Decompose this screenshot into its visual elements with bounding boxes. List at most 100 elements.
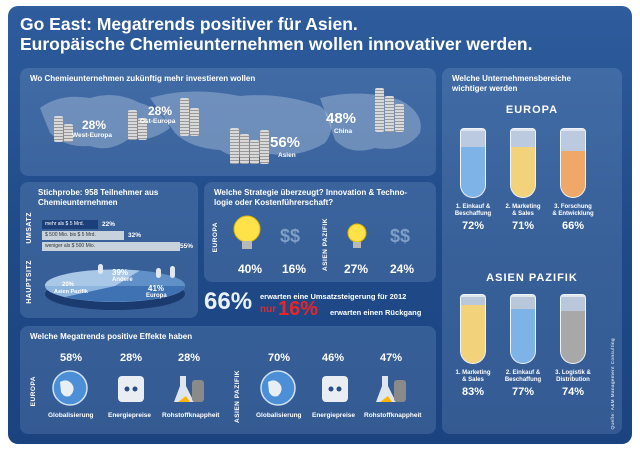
area-label-line-1: 3. Forschung bbox=[554, 204, 592, 210]
invest-west-label: West-Europa bbox=[72, 132, 112, 139]
mt-europa-rohstoff-label: Rohstoffknappheit bbox=[162, 412, 220, 419]
sample-panel: Stichprobe: 958 Teilnehmer aus Chemieunt… bbox=[20, 182, 198, 318]
sample-title-1: Stichprobe: 958 Teilnehmer aus bbox=[38, 188, 159, 197]
coin-stack-icon bbox=[395, 104, 404, 132]
test-tube-fill bbox=[561, 151, 585, 197]
area-label-line-1: 1. Einkauf & bbox=[455, 204, 491, 210]
mt-europa-rohstoff-pct: 28% bbox=[178, 352, 201, 364]
pie-europa-label: Europa bbox=[146, 293, 167, 299]
test-tube bbox=[560, 294, 586, 364]
area-pct: 71% bbox=[511, 220, 535, 232]
forecast-text-2: erwarten einen Rückgang bbox=[330, 308, 422, 317]
area-pct: 77% bbox=[511, 386, 535, 398]
mt-asien-glob-label: Globalisierung bbox=[256, 412, 302, 419]
area-label-line-2: Beschaffung bbox=[504, 377, 542, 383]
coin-stack-icon bbox=[250, 140, 259, 164]
area-label-line-2: Distribution bbox=[556, 377, 590, 383]
test-tube-fill bbox=[511, 309, 535, 363]
strategy-asien-label-1: ASIEN bbox=[322, 248, 329, 271]
invest-asia-pct: 56% bbox=[270, 134, 301, 151]
test-tube-rim bbox=[561, 295, 585, 297]
strategy-asien-label-2: PAZIFIK bbox=[322, 218, 329, 247]
area-label-line-1: 2. Einkauf & bbox=[505, 370, 541, 376]
plug-icon bbox=[322, 376, 348, 402]
test-tube-fill bbox=[461, 147, 485, 197]
pie-europa-value: 41% bbox=[148, 284, 165, 293]
area-pct: 83% bbox=[461, 386, 485, 398]
area-label-line-1: 1. Marketing bbox=[455, 370, 491, 376]
flask-icon bbox=[174, 376, 204, 402]
flask-icon bbox=[376, 376, 406, 402]
area-label-line-1: 3. Logistik & bbox=[555, 370, 591, 376]
invest-east-pct: 28% bbox=[148, 104, 173, 118]
person-icon bbox=[98, 264, 103, 274]
test-tube-rim bbox=[461, 295, 485, 297]
test-tube bbox=[510, 294, 536, 364]
mt-europa-glob-pct: 58% bbox=[60, 352, 83, 364]
areas-asien-heading: ASIEN PAZIFIK bbox=[486, 272, 578, 284]
megatrends-europa-label: EUROPA bbox=[30, 376, 37, 407]
test-tube-fill bbox=[461, 305, 485, 363]
infographic: Go East: Megatrends positiver für Asien.… bbox=[8, 6, 632, 444]
megatrends-asien-label: ASIEN PAZIFIK bbox=[234, 370, 241, 423]
invest-west-pct: 28% bbox=[82, 118, 107, 132]
test-tube-fill bbox=[511, 147, 535, 197]
coin-stack-icon bbox=[190, 108, 199, 136]
coin-stack-icon bbox=[138, 118, 147, 140]
strategy-asien-label: ASIEN PAZIFIK bbox=[322, 218, 329, 271]
invest-east-label: Ost-Europa bbox=[140, 118, 176, 125]
umsatz-bar-3: weniger als $ 500 Mio. bbox=[42, 242, 180, 251]
mt-europa-energie-label: Energiepreise bbox=[108, 412, 151, 419]
area-pct: 66% bbox=[561, 220, 585, 232]
test-tube-rim bbox=[461, 129, 485, 131]
dollar-icon: $$ bbox=[390, 226, 411, 246]
forecast-big-pct: 66% bbox=[204, 288, 253, 315]
test-tube-rim bbox=[511, 295, 535, 297]
areas-title-1: Welche Unternehmensbereiche bbox=[452, 74, 572, 83]
person-icon bbox=[170, 266, 175, 278]
plug-icon bbox=[118, 376, 144, 402]
title-line-2: Europäische Chemieunternehmen wollen inn… bbox=[20, 34, 533, 54]
strategy-asien-innovation: 27% bbox=[344, 262, 369, 276]
lightbulb-icon bbox=[347, 223, 367, 248]
mt-asien-rohstoff-pct: 47% bbox=[380, 352, 403, 364]
sample-title-2: Chemieunternehmen bbox=[38, 198, 118, 207]
strategy-panel: Welche Strategie überzeugt? Innovation &… bbox=[204, 182, 436, 282]
title-line-1: Go East: Megatrends positiver für Asien. bbox=[20, 14, 358, 34]
mt-asien-glob-pct: 70% bbox=[268, 352, 291, 364]
coin-stack-icon bbox=[54, 116, 63, 142]
pie-asien-value: 20% bbox=[62, 282, 75, 288]
invest-china-pct: 48% bbox=[326, 110, 357, 127]
umsatz-bar-1: mehr als $ 5 Mrd. bbox=[42, 220, 98, 229]
strategy-title-2: logie oder Kostenführerschaft? bbox=[214, 198, 334, 207]
strategy-europa-innovation: 40% bbox=[238, 262, 263, 276]
strategy-europa-label: EUROPA bbox=[212, 222, 219, 253]
umsatz-bar-1-value: 22% bbox=[102, 221, 116, 228]
forecast-red-pct: 16% bbox=[278, 298, 319, 320]
area-label-line-2: & Sales bbox=[462, 377, 484, 383]
areas-title: Welche Unternehmensbereiche wichtiger we… bbox=[452, 74, 571, 94]
test-tube-fill bbox=[561, 311, 585, 363]
mt-asien-energie-label: Energiepreise bbox=[312, 412, 355, 419]
areas-panel: Welche Unternehmensbereiche wichtiger we… bbox=[442, 68, 622, 434]
test-tube-rim bbox=[511, 129, 535, 131]
area-label-line-2: & Entwicklung bbox=[552, 211, 594, 217]
pie-asien-label: Asien Pazifik bbox=[54, 289, 88, 295]
test-tube-rim bbox=[561, 129, 585, 131]
strategy-asien-kosten: 24% bbox=[390, 262, 415, 276]
area-pct: 72% bbox=[461, 220, 485, 232]
strategy-europa-kosten: 16% bbox=[282, 262, 307, 276]
test-tube bbox=[510, 128, 536, 198]
dollar-icon: $$ bbox=[280, 226, 301, 246]
umsatz-bar-3-value: 55% bbox=[180, 243, 194, 250]
megatrends-asien-label-1: ASIEN bbox=[234, 400, 241, 423]
coin-stack-icon bbox=[385, 96, 394, 132]
forecast-text-1: erwarten eine Umsatzsteigerung für 2012 bbox=[260, 292, 407, 301]
test-tube bbox=[460, 128, 486, 198]
coin-stack-icon bbox=[128, 110, 137, 140]
areas-europa-heading: EUROPA bbox=[505, 104, 559, 116]
megatrends-panel: Welche Megatrends positive Effekte haben… bbox=[20, 326, 436, 434]
globe-icon bbox=[260, 370, 296, 406]
invest-china-label: China bbox=[334, 128, 353, 135]
area-pct: 74% bbox=[561, 386, 585, 398]
